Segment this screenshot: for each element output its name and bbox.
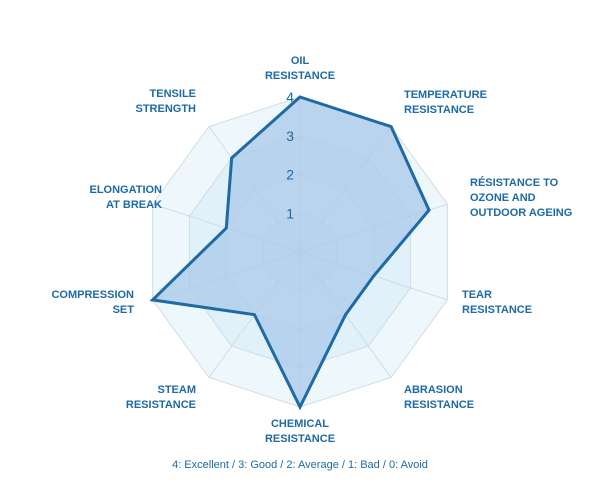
axis-label-line: RESISTANCE	[265, 433, 335, 445]
axis-labels: OIL RESISTANCE TEMPERATURE RESISTANCE RÉSIST…	[51, 55, 572, 445]
axis-label-line: AT BREAK	[106, 199, 162, 211]
tick-label-2: 2	[286, 167, 294, 183]
axis-label-line: ELONGATION	[89, 184, 162, 196]
axis-label-line: RESISTANCE	[126, 399, 196, 411]
axis-label-1: OIL RESISTANCE	[265, 55, 335, 82]
axis-label-line: STRENGTH	[136, 103, 197, 115]
axis-label-line: ABRASION	[404, 384, 463, 396]
axis-label-2: TEMPERATURE RESISTANCE	[404, 89, 487, 116]
axis-label-line: RÉSISTANCE TO	[470, 176, 559, 189]
radial-ticks: 1 2 3 4	[286, 89, 294, 221]
axis-label-3: RÉSISTANCE TO OZONE AND OUTDOOR AGEING	[470, 176, 572, 219]
axis-label-line: STEAM	[158, 384, 197, 396]
axis-label-5: ABRASION RESISTANCE	[404, 384, 474, 411]
axis-label-4: TEAR RESISTANCE	[462, 289, 532, 316]
axis-label-line: CHEMICAL	[271, 418, 329, 430]
axis-label-line: RESISTANCE	[404, 399, 474, 411]
axis-label-line: TENSILE	[150, 88, 196, 100]
scale-legend-note: 4: Excellent / 3: Good / 2: Average / 1:…	[172, 459, 428, 471]
axis-label-line: RESISTANCE	[265, 70, 335, 82]
tick-label-4: 4	[286, 89, 294, 105]
axis-label-line: COMPRESSION	[51, 289, 134, 301]
axis-label-line: OIL	[291, 55, 310, 67]
axis-label-line: OUTDOOR AGEING	[470, 207, 572, 219]
axis-label-line: RESISTANCE	[462, 304, 532, 316]
axis-label-line: OZONE AND	[470, 192, 536, 204]
axis-label-line: SET	[113, 304, 135, 316]
axis-label-7: STEAM RESISTANCE	[126, 384, 196, 411]
axis-label-10: TENSILE STRENGTH	[136, 88, 197, 115]
axis-label-9: ELONGATION AT BREAK	[89, 184, 162, 211]
axis-label-line: TEAR	[462, 289, 492, 301]
data-series	[149, 95, 431, 411]
axis-label-line: RESISTANCE	[404, 104, 474, 116]
axis-label-8: COMPRESSION SET	[51, 289, 134, 316]
tick-label-1: 1	[286, 205, 294, 221]
tick-label-3: 3	[286, 128, 294, 144]
axis-label-6: CHEMICAL RESISTANCE	[265, 418, 335, 445]
axis-label-line: TEMPERATURE	[404, 89, 487, 101]
